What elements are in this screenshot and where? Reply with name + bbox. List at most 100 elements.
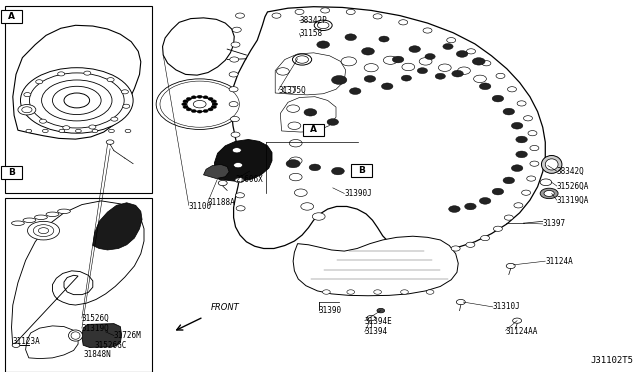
FancyBboxPatch shape [303, 124, 324, 136]
Ellipse shape [292, 54, 312, 65]
Circle shape [272, 13, 281, 18]
Text: 31394: 31394 [365, 327, 388, 336]
Circle shape [211, 106, 216, 109]
Circle shape [186, 97, 191, 100]
Polygon shape [93, 203, 142, 250]
Text: A: A [310, 125, 317, 134]
Circle shape [38, 228, 49, 234]
Circle shape [528, 131, 537, 136]
Text: 31310J: 31310J [493, 302, 520, 311]
Text: B: B [358, 166, 365, 175]
Text: 31526GC: 31526GC [95, 341, 127, 350]
Circle shape [276, 68, 289, 75]
Polygon shape [275, 53, 346, 95]
Circle shape [417, 68, 428, 74]
Polygon shape [232, 7, 545, 252]
Circle shape [125, 129, 131, 132]
Circle shape [514, 203, 523, 208]
Text: 31123A: 31123A [13, 337, 40, 346]
Ellipse shape [541, 155, 562, 173]
Text: 31188A: 31188A [208, 198, 236, 207]
Polygon shape [280, 97, 336, 132]
Bar [5, 6, 152, 193]
Text: 31526QA: 31526QA [557, 182, 589, 190]
Circle shape [522, 190, 531, 195]
Polygon shape [82, 324, 122, 347]
Circle shape [236, 193, 244, 198]
Polygon shape [214, 140, 272, 182]
Circle shape [402, 63, 415, 71]
Circle shape [364, 64, 378, 72]
Text: 31319Q: 31319Q [82, 324, 109, 333]
Circle shape [374, 290, 381, 294]
Circle shape [107, 78, 114, 82]
Circle shape [123, 104, 130, 108]
Circle shape [197, 95, 202, 98]
Circle shape [482, 61, 491, 66]
Circle shape [435, 73, 445, 79]
Circle shape [304, 109, 317, 116]
Circle shape [156, 79, 243, 129]
Circle shape [28, 221, 60, 240]
Circle shape [182, 103, 187, 106]
Text: 31390J: 31390J [344, 189, 372, 198]
Circle shape [203, 109, 208, 112]
Text: 31726M: 31726M [114, 331, 141, 340]
Circle shape [347, 290, 355, 294]
Circle shape [236, 13, 244, 18]
Circle shape [426, 290, 434, 294]
Text: A: A [8, 12, 15, 21]
Circle shape [59, 129, 65, 132]
Circle shape [530, 161, 539, 166]
Circle shape [92, 129, 98, 132]
Polygon shape [204, 164, 229, 179]
Circle shape [401, 290, 408, 294]
Text: 31390: 31390 [319, 306, 342, 315]
Circle shape [513, 318, 522, 323]
Circle shape [540, 179, 552, 186]
Circle shape [187, 97, 212, 112]
Circle shape [332, 167, 344, 175]
Text: 31848N: 31848N [83, 350, 111, 359]
Circle shape [122, 90, 129, 94]
Circle shape [231, 42, 240, 47]
Circle shape [465, 203, 476, 210]
Circle shape [516, 136, 527, 143]
Circle shape [517, 101, 526, 106]
Circle shape [231, 132, 240, 137]
Text: 31319QA: 31319QA [557, 196, 589, 205]
Ellipse shape [317, 22, 329, 29]
Circle shape [203, 96, 208, 99]
Circle shape [26, 129, 31, 132]
Text: J31102T5: J31102T5 [591, 356, 634, 365]
Circle shape [229, 72, 238, 77]
Text: 38342Q: 38342Q [557, 167, 584, 176]
Circle shape [235, 177, 244, 183]
Circle shape [208, 97, 213, 100]
Text: B: B [8, 168, 15, 177]
Circle shape [479, 198, 491, 204]
Circle shape [29, 73, 124, 128]
Circle shape [42, 129, 48, 132]
Circle shape [84, 71, 91, 75]
Circle shape [289, 157, 302, 164]
Circle shape [160, 81, 239, 127]
Circle shape [211, 100, 216, 103]
Circle shape [451, 246, 460, 251]
Circle shape [511, 122, 523, 129]
FancyBboxPatch shape [351, 164, 372, 177]
Circle shape [301, 203, 314, 210]
Ellipse shape [68, 330, 83, 341]
Circle shape [367, 315, 376, 321]
Circle shape [230, 57, 239, 62]
Circle shape [229, 87, 238, 92]
Circle shape [288, 122, 301, 129]
Ellipse shape [23, 218, 36, 222]
Circle shape [452, 70, 463, 77]
Circle shape [321, 8, 330, 13]
Circle shape [40, 119, 47, 123]
Polygon shape [12, 201, 144, 346]
Circle shape [474, 75, 486, 83]
Circle shape [493, 226, 502, 231]
Circle shape [327, 119, 339, 125]
